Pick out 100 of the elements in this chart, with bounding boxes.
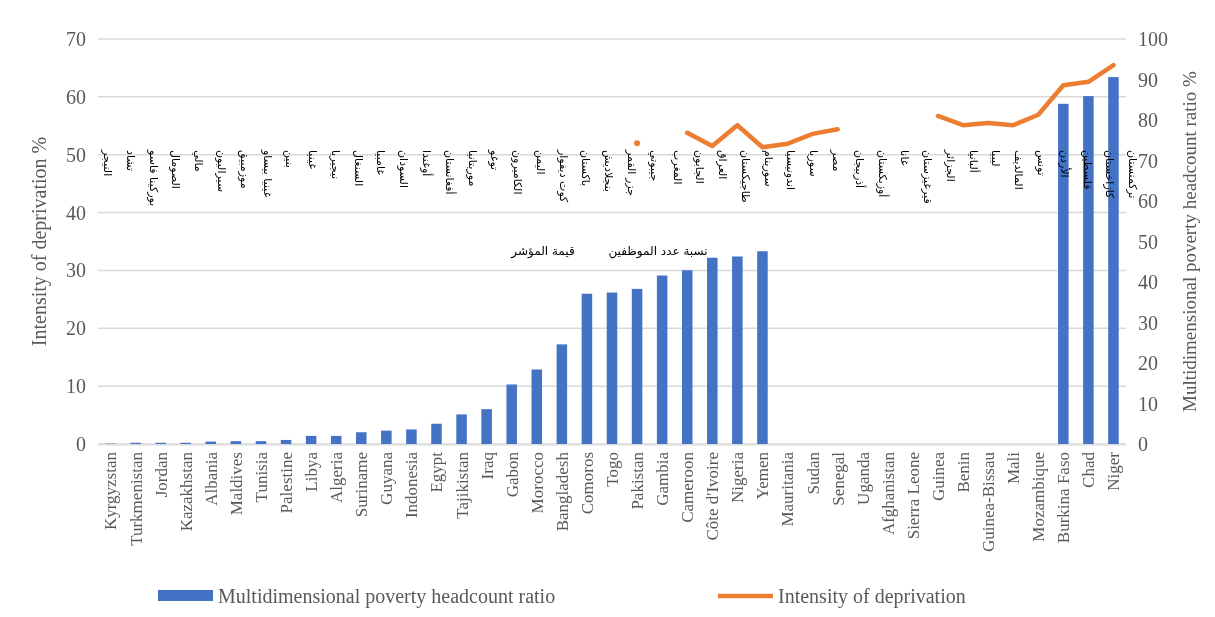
x-tick-label: Tajikistan: [452, 451, 472, 519]
annotation: تونس: [1035, 150, 1049, 176]
x-tick-label: Nigeria: [728, 451, 748, 503]
y2-tick-label: 0: [1138, 433, 1148, 455]
x-tick-label: Mauritania: [778, 451, 798, 527]
bar: [255, 441, 267, 444]
bar: [305, 435, 317, 444]
x-tick-label: Maldives: [226, 452, 246, 516]
annotation: العراق: [716, 150, 730, 180]
y-tick-label: 40: [66, 201, 86, 224]
bar: [631, 288, 643, 444]
x-tick-label: Benin: [953, 451, 973, 493]
annotation: أوزبكستان: [875, 150, 890, 198]
annotation: المغرب: [670, 150, 684, 185]
x-tick-label: Chad: [1079, 451, 1099, 488]
annotation: السنغال: [351, 150, 365, 187]
y-tick-label: 30: [66, 259, 86, 282]
x-tick-label: Egypt: [427, 451, 447, 493]
y-axis-title: Intensity of deprivation %: [28, 136, 51, 347]
annotation: غينيا: [306, 150, 320, 170]
annotation: كوت ديفوار: [556, 149, 570, 204]
x-tick-label: Pakistan: [628, 451, 648, 510]
annotation: بنجلاديش: [602, 150, 616, 193]
annotation: اندونيسيا: [784, 150, 798, 191]
annotation: الصومال: [169, 150, 183, 189]
y2-tick-label: 60: [1138, 190, 1158, 212]
bar: [230, 441, 242, 444]
legend-label: Intensity of deprivation: [778, 585, 966, 608]
x-tick-label: Bangladesh: [552, 451, 572, 532]
x-tick-label: Albania: [201, 451, 221, 506]
y-tick-label: 0: [76, 433, 86, 455]
legend-label: Multidimensional poverty headcount ratio: [218, 585, 556, 608]
annotation: نيجيريا: [328, 150, 342, 180]
bar: [381, 430, 392, 444]
x-tick-label: Mali: [1004, 451, 1024, 485]
x-tick-label: Cameroon: [678, 451, 698, 523]
x-tick-label: Morocco: [527, 452, 547, 514]
annotation: بنين: [283, 150, 297, 169]
bar: [456, 414, 467, 444]
bar: [757, 251, 768, 444]
bar: [531, 369, 543, 444]
annotation: تشاد: [123, 150, 137, 172]
x-tick-label: Guinea: [928, 451, 948, 502]
x-tick-label: Gambia: [653, 451, 673, 506]
x-tick-label: Burkina Faso: [1054, 452, 1074, 544]
x-tick-label: Guyana: [377, 451, 397, 505]
annotation: الأردن: [1057, 150, 1072, 178]
annotation: كازاخستان: [1103, 150, 1117, 200]
x-tick-label: Jordan: [151, 451, 171, 498]
bar: [356, 432, 367, 444]
x-tick-label: Kazakhstan: [176, 451, 196, 532]
annotation: الكاميرون: [511, 150, 525, 195]
x-tick-label: Suriname: [352, 452, 372, 518]
y2-axis-title: Multidimensional poverty headcount ratio %: [1179, 70, 1200, 412]
x-tick-label: Côte d'Ivoire: [703, 452, 723, 541]
bar: [280, 439, 292, 444]
y-tick-label: 20: [66, 317, 86, 340]
x-tick-label: Mozambique: [1029, 452, 1049, 542]
bar: [656, 275, 668, 444]
annotation: سيراليون: [215, 150, 229, 193]
x-tick-label: Tunisia: [251, 451, 271, 503]
x-tick-label: Kyrgyzstan: [101, 451, 121, 531]
x-tick-label: Sudan: [803, 451, 823, 495]
annotation: غانا: [898, 150, 912, 166]
bar: [481, 409, 492, 444]
bar: [556, 344, 568, 444]
x-tick-label: Algeria: [327, 451, 347, 503]
annotation: السودان: [397, 150, 411, 188]
y-tick-label: 50: [66, 143, 86, 166]
x-tick-label: Libya: [302, 451, 322, 492]
annotation: موزمبيق: [236, 150, 251, 189]
y-tick-label: 70: [66, 28, 86, 50]
x-tick-label: Yemen: [753, 451, 773, 500]
annotation: ألبانيا: [966, 150, 981, 173]
annotation: جزر القمر: [625, 149, 639, 197]
annotation: أفغانستان: [442, 150, 457, 195]
annotation: قيمة المؤشر: [510, 244, 575, 259]
y2-tick-label: 40: [1138, 271, 1158, 293]
x-tick-label: Sierra Leone: [903, 452, 923, 540]
bar: [506, 384, 517, 444]
y2-tick-label: 20: [1138, 352, 1158, 374]
y-tick-label: 10: [66, 375, 86, 398]
y2-tick-label: 50: [1138, 230, 1158, 253]
annotation: موريتانيا: [465, 150, 479, 187]
y2-tick-label: 90: [1138, 68, 1158, 91]
x-tick-label: Afghanistan: [878, 451, 898, 536]
x-tick-label: Iraq: [477, 451, 497, 480]
annotation: مصر: [830, 149, 844, 172]
x-tick-label: Togo: [602, 452, 622, 487]
annotation: مالي: [192, 150, 206, 172]
annotation: المالديف: [1012, 150, 1026, 190]
annotation: جيبوتي: [647, 150, 661, 182]
annotation: سورينام: [761, 150, 775, 187]
annotation: النيجر: [101, 149, 115, 177]
y2-tick-label: 30: [1138, 311, 1158, 334]
x-tick-label: Senegal: [828, 451, 848, 506]
bar: [406, 429, 417, 444]
bar: [581, 293, 593, 444]
annotation: فلسطين: [1080, 150, 1094, 190]
annotation: ليبيا: [989, 150, 1003, 167]
